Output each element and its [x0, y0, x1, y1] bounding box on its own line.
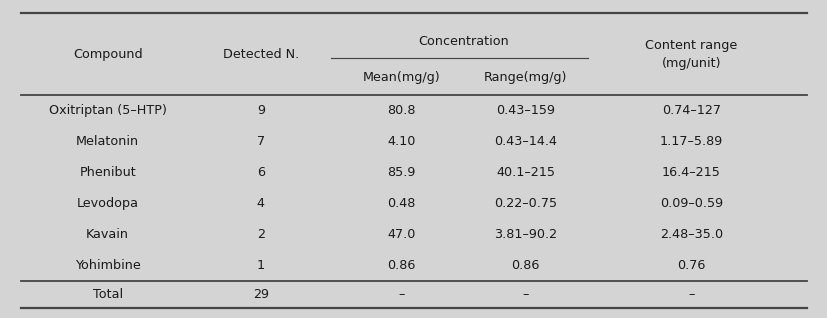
- Text: 47.0: 47.0: [387, 228, 415, 241]
- Text: Oxitriptan (5–HTP): Oxitriptan (5–HTP): [49, 104, 166, 117]
- Text: 0.74–127: 0.74–127: [661, 104, 720, 117]
- Text: 80.8: 80.8: [387, 104, 415, 117]
- Text: Melatonin: Melatonin: [76, 135, 139, 149]
- Text: 0.86: 0.86: [511, 259, 539, 273]
- Text: Mean(mg/g): Mean(mg/g): [362, 71, 440, 84]
- Text: Levodopa: Levodopa: [77, 197, 138, 211]
- Text: 0.48: 0.48: [387, 197, 415, 211]
- Text: 0.86: 0.86: [387, 259, 415, 273]
- Text: –: –: [398, 288, 404, 301]
- Text: Concentration: Concentration: [418, 35, 509, 48]
- Text: 2: 2: [256, 228, 265, 241]
- Text: 29: 29: [252, 288, 269, 301]
- Text: Yohimbine: Yohimbine: [74, 259, 141, 273]
- Text: Detected N.: Detected N.: [222, 48, 299, 60]
- Text: 16.4–215: 16.4–215: [661, 166, 720, 179]
- Text: –: –: [687, 288, 694, 301]
- Text: 0.09–0.59: 0.09–0.59: [659, 197, 722, 211]
- Text: 3.81–90.2: 3.81–90.2: [494, 228, 557, 241]
- Text: 4: 4: [256, 197, 265, 211]
- Text: 85.9: 85.9: [387, 166, 415, 179]
- Text: Phenibut: Phenibut: [79, 166, 136, 179]
- Text: 40.1–215: 40.1–215: [495, 166, 555, 179]
- Text: 7: 7: [256, 135, 265, 149]
- Text: Range(mg/g): Range(mg/g): [484, 71, 566, 84]
- Text: Compound: Compound: [73, 48, 142, 60]
- Text: Kavain: Kavain: [86, 228, 129, 241]
- Text: 0.22–0.75: 0.22–0.75: [494, 197, 557, 211]
- Text: 0.76: 0.76: [676, 259, 705, 273]
- Text: 1.17–5.89: 1.17–5.89: [659, 135, 722, 149]
- Text: 6: 6: [256, 166, 265, 179]
- Text: 0.43–14.4: 0.43–14.4: [494, 135, 557, 149]
- Text: Content range
(mg/unit): Content range (mg/unit): [644, 38, 737, 70]
- Text: 2.48–35.0: 2.48–35.0: [659, 228, 722, 241]
- Text: Total: Total: [93, 288, 122, 301]
- Text: 4.10: 4.10: [387, 135, 415, 149]
- Text: 9: 9: [256, 104, 265, 117]
- Text: 1: 1: [256, 259, 265, 273]
- Text: –: –: [522, 288, 528, 301]
- Text: 0.43–159: 0.43–159: [495, 104, 555, 117]
